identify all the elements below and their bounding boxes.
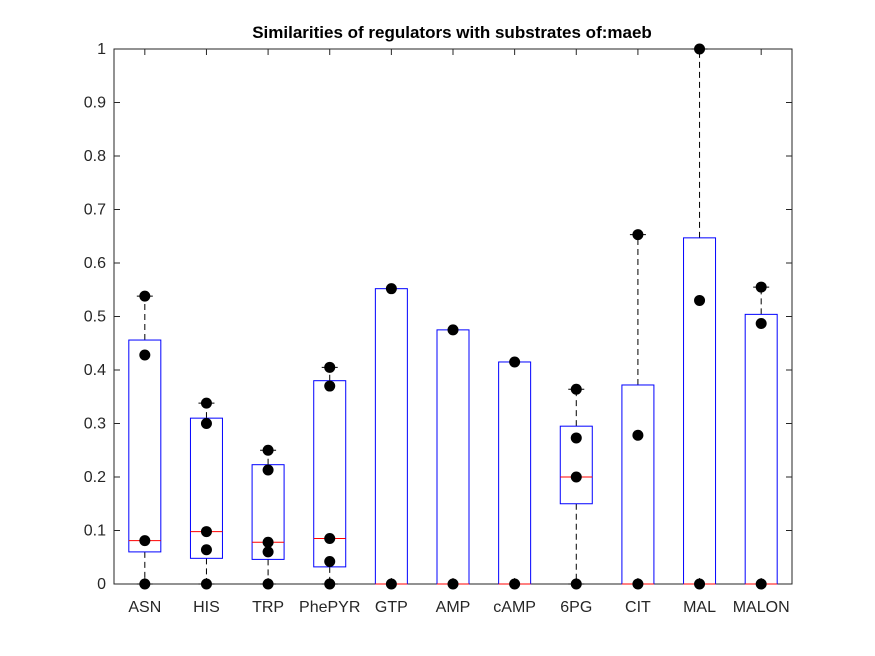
data-point bbox=[694, 43, 706, 55]
data-point bbox=[632, 229, 644, 241]
data-point bbox=[755, 317, 767, 329]
data-point bbox=[139, 290, 151, 302]
plot-area: 0 0.1 0.2 0.3 0.4 0.5 0.6 0.7 0.8 0.9 1 ASN HIS TRP Ph… bbox=[84, 41, 793, 616]
x-tick-label: AMP bbox=[436, 599, 471, 616]
data-point bbox=[755, 578, 767, 590]
data-point bbox=[509, 356, 521, 368]
data-point bbox=[200, 526, 212, 538]
x-tick-label: HIS bbox=[193, 599, 220, 616]
data-point bbox=[570, 578, 582, 590]
data-point bbox=[385, 283, 397, 295]
x-tick-label: MAL bbox=[683, 599, 716, 616]
data-point bbox=[447, 578, 459, 590]
plot-frame bbox=[113, 48, 793, 585]
x-tick-label: PhePYR bbox=[299, 599, 360, 616]
y-tick-label: 0.1 bbox=[84, 523, 106, 540]
y-tick-label: 0 bbox=[97, 576, 106, 593]
box-iqr bbox=[559, 425, 593, 505]
data-point bbox=[570, 383, 582, 395]
data-point bbox=[262, 444, 274, 456]
data-point bbox=[200, 397, 212, 409]
y-tick-label: 1 bbox=[97, 41, 106, 58]
x-tick-label: TRP bbox=[252, 599, 284, 616]
data-point bbox=[324, 380, 336, 392]
data-point bbox=[570, 471, 582, 483]
data-point bbox=[509, 578, 521, 590]
x-tick-label: cAMP bbox=[493, 599, 536, 616]
data-point bbox=[447, 324, 459, 336]
x-tick-label: CIT bbox=[625, 599, 651, 616]
data-point bbox=[139, 349, 151, 361]
data-point bbox=[200, 544, 212, 556]
data-point bbox=[262, 464, 274, 476]
y-tick-label: 0.9 bbox=[84, 95, 106, 112]
data-point bbox=[694, 294, 706, 306]
data-point bbox=[262, 546, 274, 558]
box-iqr bbox=[128, 339, 162, 553]
x-tick-label: 6PG bbox=[560, 599, 592, 616]
y-tick-label: 0.5 bbox=[84, 309, 106, 326]
x-tick-label: GTP bbox=[375, 599, 408, 616]
data-point bbox=[324, 361, 336, 373]
data-point bbox=[570, 432, 582, 444]
data-point bbox=[632, 578, 644, 590]
data-point bbox=[385, 578, 397, 590]
data-point bbox=[694, 578, 706, 590]
y-tick-label: 0.7 bbox=[84, 202, 106, 219]
chart-title: Similarities of regulators with substrat… bbox=[252, 23, 652, 42]
data-point bbox=[262, 578, 274, 590]
data-point bbox=[200, 578, 212, 590]
data-point bbox=[139, 535, 151, 547]
y-tick-label: 0.3 bbox=[84, 416, 106, 433]
data-point bbox=[324, 578, 336, 590]
y-tick-label: 0.2 bbox=[84, 469, 106, 486]
data-point bbox=[755, 281, 767, 293]
y-tick-label: 0.4 bbox=[84, 362, 106, 379]
x-tick-label: ASN bbox=[128, 599, 161, 616]
y-tick-label: 0.6 bbox=[84, 255, 106, 272]
x-tick-label: MALON bbox=[733, 599, 790, 616]
data-point bbox=[324, 556, 336, 568]
data-point bbox=[324, 533, 336, 545]
data-point bbox=[200, 418, 212, 429]
data-point bbox=[632, 429, 644, 441]
data-point bbox=[139, 578, 151, 590]
y-tick-label: 0.8 bbox=[84, 148, 106, 165]
data-point bbox=[262, 536, 274, 548]
